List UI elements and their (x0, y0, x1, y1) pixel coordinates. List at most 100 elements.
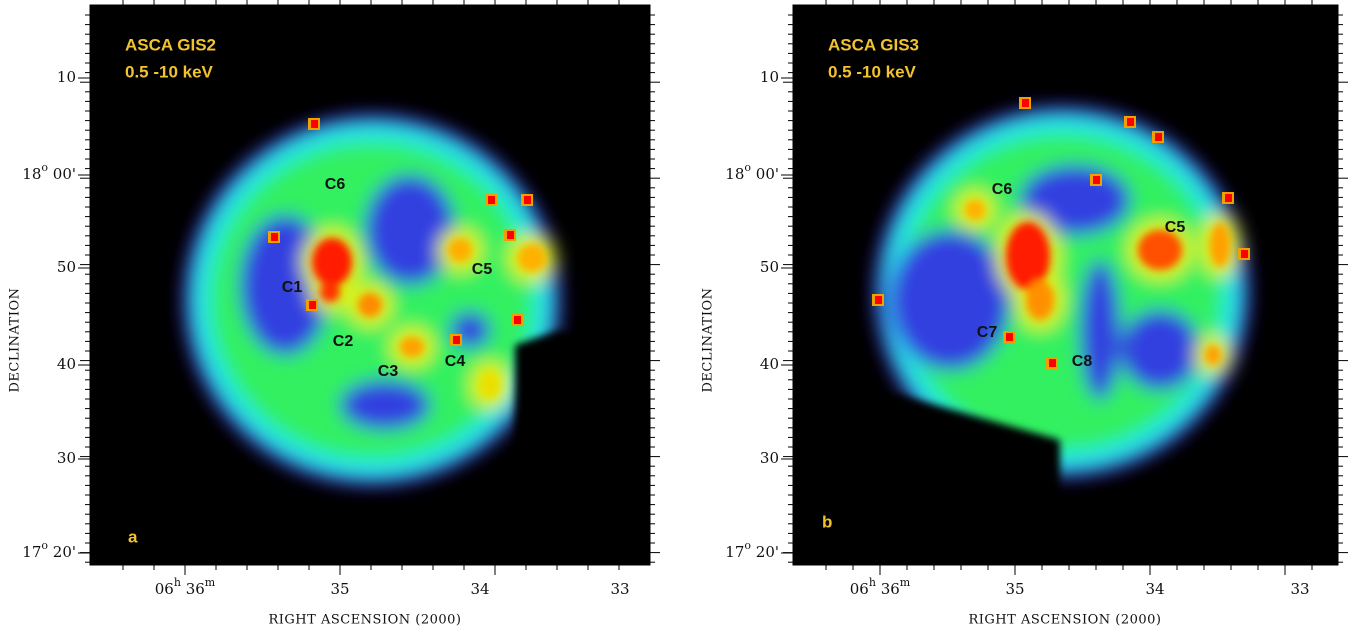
pixel (507, 231, 514, 239)
x-axis-label: RIGHT ASCENSION (2000) (969, 613, 1162, 628)
hot-spot (1210, 223, 1230, 267)
pixel (271, 233, 278, 241)
x-tick-label-part: m (205, 576, 216, 589)
y-tick-label-part: 40 (57, 355, 76, 373)
y-tick-label-part: 10 (760, 68, 779, 86)
y-tick-label-part: 30 (760, 449, 779, 467)
hot-spot (448, 238, 472, 262)
pixel (1155, 133, 1162, 141)
y-tick-label-part: 50 (760, 258, 779, 276)
pixel (1006, 333, 1013, 341)
source-label: C1 (282, 279, 303, 296)
y-tick-label-part: 17 (725, 543, 744, 561)
hot-spot (1006, 222, 1050, 290)
pixel (875, 296, 882, 304)
pixel (1022, 99, 1029, 107)
y-tick-label-part: 20' (48, 543, 76, 561)
y-tick-label: 40 (57, 355, 76, 373)
hot-spot (1026, 280, 1054, 320)
low (1080, 260, 1120, 400)
y-tick-label-part: 10 (57, 68, 76, 86)
pixel (1241, 250, 1248, 258)
x-tick-label-part: 35 (1005, 580, 1024, 598)
x-tick-label-part: 34 (470, 580, 489, 598)
source-label: C2 (333, 333, 354, 350)
pixel (1049, 359, 1056, 367)
hot-spot (400, 337, 424, 357)
hot-spot (358, 293, 382, 317)
x-tick-label-part: h (869, 576, 876, 589)
x-tick-label-part: 06 (850, 580, 869, 598)
pixel (1093, 176, 1100, 184)
page: {"panels":[ {"title_lines":["ASCA GIS2",… (0, 0, 1361, 633)
x-tick-label-part: 36 (181, 580, 205, 598)
image-title: ASCA GIS2 (125, 35, 216, 54)
source-label: C6 (325, 176, 346, 193)
x-tick-label-part: 06 (155, 580, 174, 598)
x-axis-label: RIGHT ASCENSION (2000) (269, 613, 462, 628)
source-label: C4 (445, 353, 466, 370)
y-tick-label-part: 18 (725, 165, 744, 183)
pixel (1127, 118, 1134, 126)
y-tick-label: 50 (57, 258, 76, 276)
pixel (309, 301, 316, 309)
y-axis-label: DECLINATION (8, 287, 23, 392)
pixel (311, 120, 318, 128)
x-tick-label: 06h 36m (155, 576, 216, 598)
panel: 10 18o 00' 50 40 30 17o 20' 06h 36m 35 34 33 DECLI… (8, 0, 661, 628)
y-tick-label: 10 (760, 68, 779, 86)
image-title: ASCA GIS3 (828, 35, 919, 54)
x-tick-label: 34 (1145, 580, 1164, 598)
source-label: C7 (977, 324, 998, 341)
source-label: C3 (378, 363, 399, 380)
hot-spot (965, 200, 985, 220)
low (365, 175, 455, 285)
x-tick-label-part: 33 (610, 580, 629, 598)
low (340, 380, 430, 430)
pixel (453, 336, 460, 344)
pixel (524, 196, 531, 204)
x-tick-label: 34 (470, 580, 489, 598)
x-tick-label-part: 35 (330, 580, 349, 598)
x-tick-label-part: h (174, 576, 181, 589)
pixel (1225, 194, 1232, 202)
x-tick-label: 33 (610, 580, 629, 598)
y-tick-label: 18o 00' (725, 161, 779, 183)
x-tick-label-part: 34 (1145, 580, 1164, 598)
hot-spot (518, 244, 546, 272)
figure: 1018o 00'50403017o 20'06h 36m353433DECLI… (0, 0, 1361, 633)
y-tick-label-part: 17 (22, 543, 41, 561)
y-tick-label: 30 (57, 449, 76, 467)
y-tick-label: 40 (760, 355, 779, 373)
source-label: C6 (992, 181, 1013, 198)
notch (510, 330, 655, 565)
image-title: 0.5 -10 keV (828, 62, 917, 81)
y-tick-label-part: 50 (57, 258, 76, 276)
x-tick-label-part: 36 (876, 580, 900, 598)
hot-spot (320, 282, 340, 302)
y-tick-label-part: 20' (751, 543, 779, 561)
y-tick-label: 17o 20' (22, 539, 76, 561)
y-tick-label: 18o 00' (22, 161, 76, 183)
y-tick-label-part: 18 (22, 165, 41, 183)
x-tick-label: 35 (1005, 580, 1024, 598)
y-tick-label: 30 (760, 449, 779, 467)
y-tick-label-part: 40 (760, 355, 779, 373)
x-tick-label-part: m (900, 576, 911, 589)
pixel (488, 196, 495, 204)
y-tick-label-part: 00' (751, 165, 779, 183)
low (1120, 310, 1200, 390)
low (890, 230, 1010, 370)
y-tick-label: 10 (57, 68, 76, 86)
image-title: 0.5 -10 keV (125, 62, 214, 81)
hot-spot (1205, 345, 1221, 365)
x-tick-label: 06h 36m (850, 576, 911, 598)
source-label: C5 (472, 261, 493, 278)
hot-spot (312, 238, 352, 286)
panel-letter: a (128, 527, 138, 546)
x-tick-label: 33 (1290, 580, 1309, 598)
x-tick-label-part: 33 (1290, 580, 1309, 598)
hot-spot (480, 371, 500, 399)
pixel (514, 316, 521, 324)
source-label: C8 (1072, 353, 1093, 370)
